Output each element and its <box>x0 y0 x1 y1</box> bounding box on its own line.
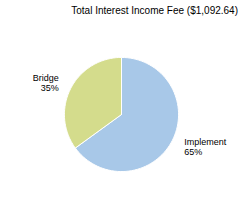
html-text:Total Interest Income Fee ($1,: Total Interest Income Fee ($1,092.64) <box>71 5 238 16</box>
svg-text:Implement65%: Implement65% <box>184 137 227 158</box>
svg-text:Bridge35%: Bridge35% <box>33 73 59 94</box>
